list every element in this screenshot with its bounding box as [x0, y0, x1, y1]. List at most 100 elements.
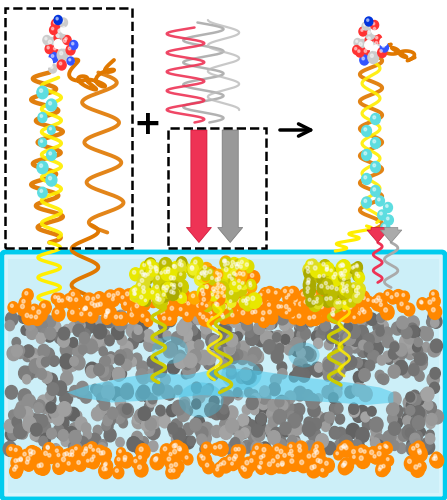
Circle shape — [371, 54, 373, 58]
Circle shape — [359, 42, 362, 46]
Circle shape — [115, 469, 118, 472]
Circle shape — [217, 464, 219, 468]
Circle shape — [275, 396, 284, 407]
Circle shape — [408, 459, 411, 464]
Circle shape — [373, 454, 376, 458]
Circle shape — [320, 321, 330, 333]
Circle shape — [162, 293, 165, 296]
Circle shape — [388, 365, 400, 378]
Circle shape — [54, 32, 64, 43]
Circle shape — [248, 355, 257, 366]
Circle shape — [132, 289, 135, 292]
Circle shape — [211, 287, 215, 291]
Circle shape — [51, 321, 60, 330]
Circle shape — [49, 406, 59, 417]
Circle shape — [253, 314, 257, 317]
Circle shape — [173, 428, 186, 442]
Circle shape — [347, 322, 357, 333]
Circle shape — [353, 456, 355, 458]
Circle shape — [325, 282, 327, 285]
Circle shape — [219, 313, 229, 324]
Circle shape — [212, 405, 222, 416]
Circle shape — [67, 462, 70, 465]
Circle shape — [382, 464, 385, 468]
Circle shape — [235, 274, 237, 276]
Circle shape — [251, 394, 260, 404]
Circle shape — [331, 270, 343, 282]
Circle shape — [340, 263, 344, 267]
Circle shape — [350, 340, 360, 350]
Circle shape — [338, 301, 341, 304]
Circle shape — [47, 126, 55, 134]
Circle shape — [211, 288, 220, 298]
Circle shape — [228, 275, 238, 286]
Circle shape — [215, 462, 224, 472]
Circle shape — [54, 40, 62, 48]
Circle shape — [241, 310, 245, 315]
Circle shape — [102, 420, 110, 430]
Circle shape — [258, 390, 271, 404]
Circle shape — [130, 297, 134, 300]
Circle shape — [200, 271, 204, 275]
Circle shape — [308, 428, 317, 440]
Circle shape — [310, 418, 321, 430]
Circle shape — [319, 466, 328, 477]
Circle shape — [183, 406, 193, 416]
Circle shape — [169, 469, 172, 472]
Circle shape — [343, 293, 346, 297]
Circle shape — [266, 332, 275, 341]
Circle shape — [356, 452, 370, 468]
Circle shape — [420, 300, 422, 304]
Circle shape — [162, 286, 173, 298]
Circle shape — [371, 438, 380, 448]
Circle shape — [354, 48, 357, 50]
Circle shape — [242, 304, 253, 318]
Circle shape — [97, 393, 105, 402]
Circle shape — [18, 389, 31, 404]
Circle shape — [223, 260, 225, 263]
Circle shape — [346, 308, 358, 321]
Circle shape — [128, 357, 136, 367]
Circle shape — [266, 312, 275, 324]
Circle shape — [21, 326, 30, 335]
Circle shape — [267, 462, 271, 466]
Circle shape — [372, 39, 383, 51]
Circle shape — [286, 306, 295, 317]
Circle shape — [49, 64, 57, 73]
Circle shape — [247, 282, 257, 292]
Circle shape — [240, 265, 242, 268]
Circle shape — [251, 296, 255, 300]
Circle shape — [364, 176, 367, 179]
Circle shape — [189, 292, 200, 304]
Circle shape — [323, 364, 336, 378]
Circle shape — [388, 348, 399, 360]
Circle shape — [147, 273, 149, 276]
Circle shape — [384, 290, 394, 301]
Circle shape — [228, 460, 238, 470]
Circle shape — [5, 312, 18, 326]
Circle shape — [371, 341, 384, 355]
Circle shape — [59, 296, 68, 308]
Circle shape — [142, 297, 151, 306]
Circle shape — [51, 293, 61, 304]
Circle shape — [339, 435, 353, 450]
Circle shape — [336, 414, 345, 424]
Circle shape — [290, 290, 293, 293]
Circle shape — [51, 444, 60, 454]
Circle shape — [241, 282, 244, 284]
Circle shape — [54, 16, 62, 24]
Circle shape — [115, 406, 125, 417]
Circle shape — [143, 392, 152, 402]
Circle shape — [226, 418, 239, 433]
Circle shape — [332, 347, 345, 362]
Circle shape — [346, 302, 358, 316]
Circle shape — [101, 450, 105, 454]
Circle shape — [131, 307, 134, 311]
Circle shape — [90, 446, 99, 456]
Circle shape — [205, 384, 213, 393]
Circle shape — [178, 296, 181, 300]
Circle shape — [325, 462, 328, 465]
Circle shape — [103, 415, 113, 426]
Circle shape — [272, 289, 282, 300]
Circle shape — [405, 340, 416, 353]
